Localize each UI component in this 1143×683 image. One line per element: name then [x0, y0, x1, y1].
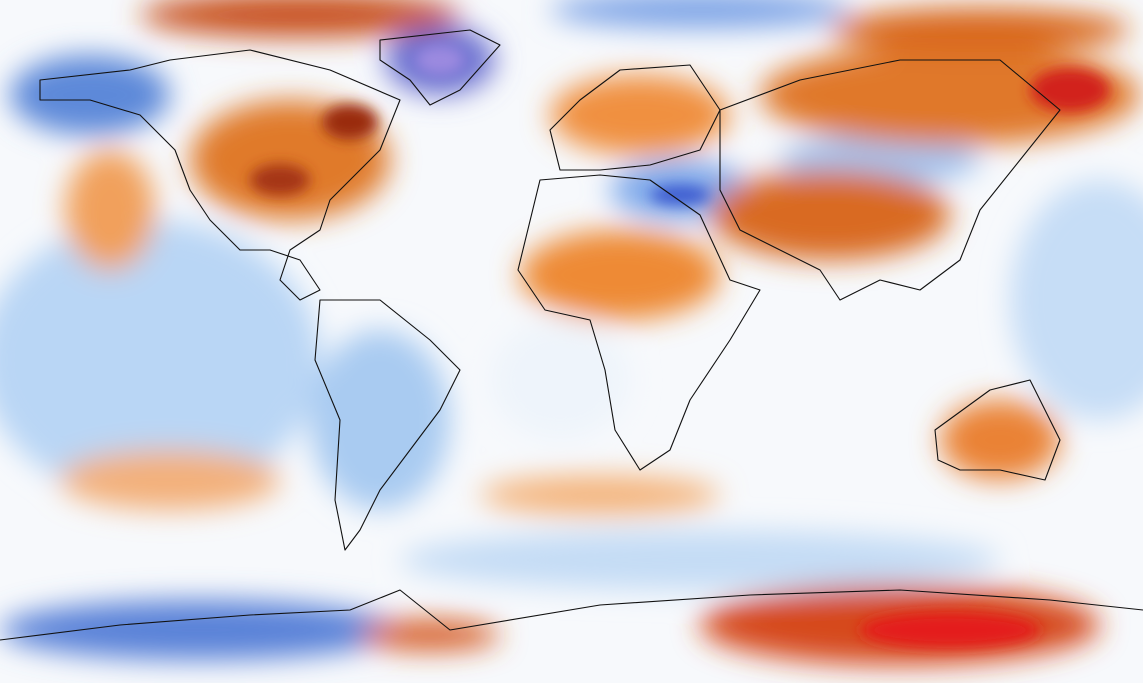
africa	[517, 174, 761, 471]
neutral-region	[490, 320, 630, 440]
europe	[549, 64, 721, 171]
warm-region	[830, 8, 1130, 52]
warm-region	[550, 75, 730, 155]
antarctica	[0, 589, 1143, 641]
warm-region	[360, 620, 500, 650]
greenland	[379, 29, 501, 106]
warm-region	[140, 0, 460, 37]
warm-region	[940, 400, 1060, 480]
warm-region	[480, 475, 720, 515]
cool-peak	[415, 45, 465, 75]
warm-region	[710, 170, 950, 260]
cool-region	[0, 600, 400, 660]
warm-peak	[322, 104, 378, 140]
cool-region	[550, 0, 850, 28]
warm-region	[760, 45, 1140, 145]
south-america	[314, 299, 461, 551]
warm-peak	[860, 612, 1040, 648]
warm-peak	[1030, 68, 1110, 112]
cool-region	[1010, 180, 1143, 420]
cool-region	[310, 330, 450, 510]
north-america	[39, 49, 401, 301]
coastlines	[0, 29, 1143, 641]
cool-region	[400, 530, 1000, 590]
warm-region	[60, 450, 280, 510]
cool-region	[0, 220, 320, 500]
warm-region	[520, 230, 720, 320]
warm-peak	[250, 164, 310, 196]
warm-region	[65, 150, 155, 270]
cool-region	[10, 55, 170, 135]
australia	[934, 379, 1061, 481]
cool-peak	[650, 185, 710, 205]
asia	[719, 59, 1061, 301]
